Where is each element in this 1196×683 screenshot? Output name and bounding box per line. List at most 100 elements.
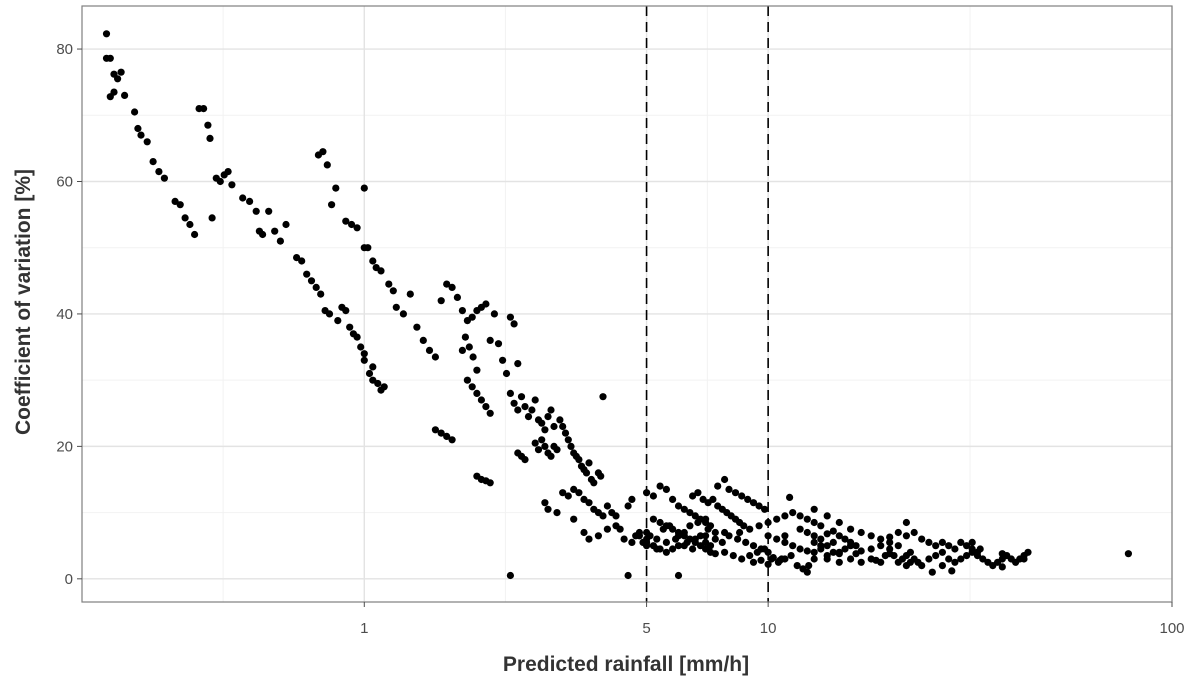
data-point	[835, 548, 843, 556]
data-point	[556, 416, 564, 424]
data-point	[761, 505, 769, 513]
data-point	[567, 442, 575, 450]
data-point	[582, 469, 591, 477]
data-point	[628, 495, 636, 503]
data-point	[599, 393, 607, 401]
data-point	[486, 336, 494, 344]
data-point	[810, 532, 818, 540]
data-point	[829, 548, 837, 556]
data-point	[753, 548, 761, 556]
data-point	[191, 230, 199, 239]
data-point	[252, 207, 260, 215]
data-point	[528, 406, 536, 414]
data-point	[694, 518, 702, 527]
data-point	[789, 508, 797, 517]
data-point	[357, 343, 365, 351]
data-point	[886, 538, 894, 547]
plot-panel-border	[81, 5, 1173, 603]
data-point	[490, 310, 498, 318]
data-point	[918, 535, 926, 543]
data-point	[932, 552, 940, 560]
data-point	[725, 485, 733, 493]
data-point	[674, 502, 683, 510]
data-point	[399, 310, 407, 318]
data-point	[246, 197, 254, 205]
data-point	[521, 403, 529, 411]
data-point	[823, 512, 831, 520]
data-point	[823, 530, 831, 538]
data-point	[482, 300, 490, 308]
data-point	[612, 522, 620, 530]
y-tick-label: 20	[56, 438, 73, 455]
data-point	[951, 558, 959, 566]
data-point	[208, 214, 216, 222]
data-point	[437, 297, 445, 305]
data-point	[348, 220, 356, 229]
data-point	[847, 525, 855, 533]
data-point	[531, 396, 539, 404]
data-point	[443, 432, 451, 440]
data-point	[709, 495, 717, 503]
data-point	[114, 75, 122, 83]
data-point	[282, 220, 290, 229]
data-point	[620, 535, 628, 543]
data-point	[134, 124, 142, 133]
x-tick-label: 5	[642, 620, 650, 637]
data-point	[810, 548, 818, 556]
data-point	[704, 525, 712, 533]
x-tick-label: 10	[760, 620, 777, 637]
data-point	[171, 197, 179, 205]
data-point	[702, 532, 710, 540]
data-point	[510, 399, 518, 407]
data-point	[906, 548, 915, 556]
data-point	[938, 538, 947, 547]
data-point	[894, 528, 902, 537]
data-point	[643, 489, 651, 497]
data-point	[580, 528, 588, 537]
data-point	[276, 237, 284, 245]
data-point	[524, 413, 533, 421]
data-point	[968, 548, 976, 556]
data-point	[259, 230, 267, 239]
data-point	[448, 283, 456, 291]
data-point	[786, 493, 794, 501]
data-point	[216, 177, 224, 186]
data-point	[945, 555, 953, 563]
data-point	[932, 542, 940, 550]
data-point	[117, 68, 125, 76]
data-point	[517, 393, 526, 401]
data-point	[702, 515, 710, 523]
data-point	[468, 313, 476, 321]
data-point	[1020, 555, 1028, 563]
data-point	[506, 571, 514, 580]
data-point	[624, 502, 632, 510]
data-point	[867, 532, 875, 540]
data-point	[469, 353, 477, 361]
data-point	[803, 547, 811, 555]
data-point	[649, 515, 658, 523]
data-point	[669, 545, 677, 553]
y-tick-label: 0	[65, 571, 73, 588]
data-point	[787, 552, 795, 560]
data-point	[998, 550, 1006, 558]
data-point	[594, 532, 603, 540]
data-point	[559, 489, 567, 497]
data-point	[706, 542, 715, 550]
data-point	[353, 224, 361, 232]
data-point	[603, 525, 612, 533]
data-point	[829, 538, 837, 547]
data-point	[764, 560, 772, 568]
x-tick-label: 1	[360, 620, 368, 637]
data-point	[680, 505, 688, 513]
data-point	[323, 161, 331, 169]
data-point	[325, 310, 334, 318]
data-point	[364, 244, 372, 252]
data-point	[731, 489, 740, 497]
data-point	[541, 499, 549, 507]
data-point	[360, 184, 368, 192]
data-point	[1024, 548, 1032, 556]
data-point	[852, 550, 860, 558]
data-point	[155, 168, 163, 176]
data-point	[585, 499, 593, 507]
data-point	[365, 369, 374, 378]
